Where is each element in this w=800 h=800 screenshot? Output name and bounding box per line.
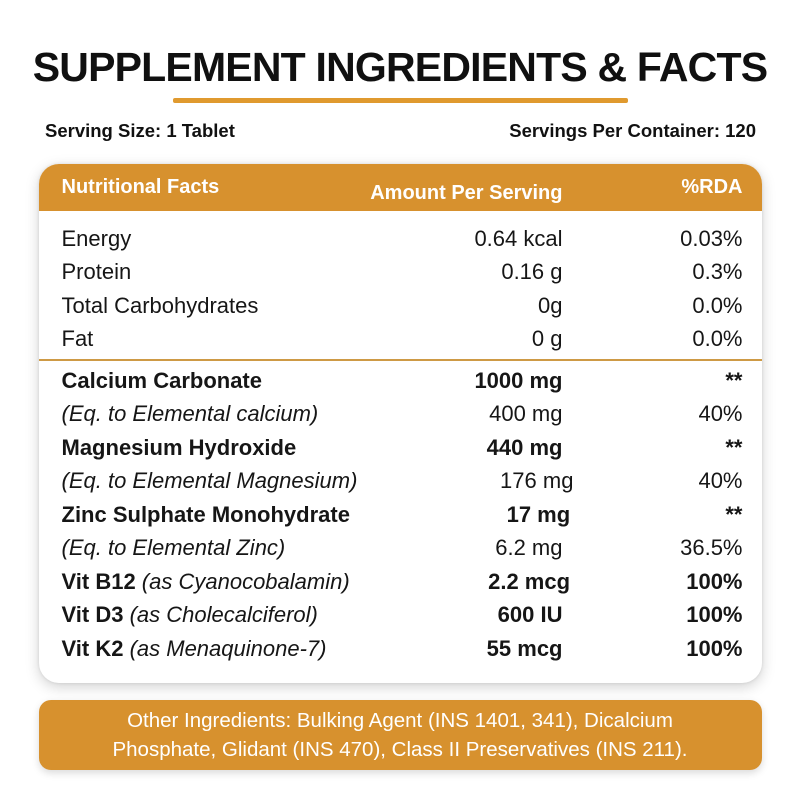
row-label-bold: Zinc Sulphate Monohydrate — [61, 501, 350, 527]
servings-per-container-label: Servings Per Container: 120 — [509, 120, 756, 142]
row-rda: 0.0% — [692, 326, 743, 352]
row-label-italic: (Eq. to Elemental Magnesium) — [61, 468, 358, 494]
row-label-italic: (as Cyanocobalamin) — [135, 568, 350, 594]
row-amount: 400 mg — [489, 401, 563, 427]
table-row: Zinc Sulphate Monohydrate 17 mg ** — [39, 498, 762, 532]
row-label: Magnesium Hydroxide — [62, 435, 333, 461]
row-label: Fat — [62, 326, 333, 352]
row-label: Vit D3 (as Cholecalciferol) — [62, 602, 333, 628]
row-amount: 2.2 mcg — [488, 568, 571, 594]
row-label-italic: (as Cholecalciferol) — [123, 602, 318, 628]
row-amount: 600 IU — [497, 602, 563, 628]
row-label-plain: Energy — [61, 225, 132, 251]
row-label-bold: Magnesium Hydroxide — [61, 434, 297, 460]
header-nutritional-facts: Nutritional Facts — [61, 176, 220, 199]
row-label-bold: Calcium Carbonate — [61, 367, 263, 393]
row-rda: ** — [725, 367, 743, 393]
table-row: Total Carbohydrates 0g 0.0% — [39, 289, 762, 323]
row-amount: 55 mcg — [486, 635, 563, 661]
other-ingredients-box: Other Ingredients: Bulking Agent (INS 14… — [38, 699, 762, 770]
row-label-plain: Fat — [61, 326, 94, 352]
facts-table-header: Nutritional Facts Amount Per Serving %RD… — [38, 164, 762, 212]
row-label: Total Carbohydrates — [62, 293, 333, 319]
row-label-plain: Protein — [61, 259, 132, 285]
header-amount-per-serving: Amount Per Serving — [370, 182, 563, 205]
row-amount: 0.16 g — [501, 259, 563, 285]
row-amount: 6.2 mg — [495, 535, 563, 561]
row-label: Vit K2 (as Menaquinone-7) — [62, 636, 333, 662]
row-rda: 100% — [686, 568, 743, 594]
row-amount: 176 mg — [500, 468, 574, 494]
row-amount: 17 mg — [506, 501, 571, 527]
row-label: Protein — [62, 259, 333, 285]
row-rda: 100% — [686, 635, 743, 661]
table-row: Protein 0.16 g 0.3% — [39, 256, 762, 290]
serving-info-row: Serving Size: 1 Tablet Servings Per Cont… — [45, 120, 756, 142]
row-label-italic: (as Menaquinone-7) — [123, 635, 327, 661]
table-row: Vit B12 (as Cyanocobalamin) 2.2 mcg 100% — [39, 565, 762, 599]
row-rda: 100% — [686, 602, 743, 628]
row-amount: 0 g — [531, 326, 563, 352]
table-row: Fat 0 g 0.0% — [39, 323, 762, 357]
row-amount: 0g — [538, 292, 563, 318]
serving-size-label: Serving Size: 1 Tablet — [45, 120, 235, 142]
table-row: Vit K2 (as Menaquinone-7) 55 mcg 100% — [39, 632, 762, 666]
table-row: Energy 0.64 kcal 0.03% — [39, 222, 762, 256]
row-label: (Eq. to Elemental Zinc) — [62, 535, 333, 561]
row-rda: ** — [725, 434, 743, 460]
row-label: Zinc Sulphate Monohydrate — [62, 502, 350, 528]
row-label-italic: (Eq. to Elemental calcium) — [61, 401, 319, 427]
row-amount: 440 mg — [486, 434, 563, 460]
row-label-plain: Total Carbohydrates — [61, 292, 259, 318]
table-row: Vit D3 (as Cholecalciferol) 600 IU 100% — [39, 599, 762, 633]
row-label-bold: Vit B12 — [61, 568, 136, 594]
row-label: (Eq. to Elemental Magnesium) — [62, 468, 358, 494]
row-rda: ** — [725, 501, 743, 527]
row-label: Energy — [62, 226, 333, 252]
row-label-bold: Vit K2 — [61, 635, 124, 661]
row-rda: 36.5% — [680, 535, 743, 561]
row-label-italic: (Eq. to Elemental Zinc) — [61, 535, 286, 561]
table-row: (Eq. to Elemental Zinc) 6.2 mg 36.5% — [39, 532, 762, 566]
section-divider — [38, 359, 762, 362]
row-rda: 40% — [698, 468, 743, 494]
table-row: (Eq. to Elemental calcium) 400 mg 40% — [39, 398, 762, 432]
row-label: Calcium Carbonate — [62, 368, 333, 394]
table-row: Calcium Carbonate 1000 mg ** — [39, 364, 762, 398]
title-underline — [172, 98, 628, 104]
page-title: SUPPLEMENT INGREDIENTS & FACTS — [32, 44, 768, 90]
nutrition-facts-card: Nutritional Facts Amount Per Serving %RD… — [38, 164, 762, 683]
row-rda: 0.03% — [680, 225, 743, 251]
header-rda: %RDA — [681, 176, 743, 199]
row-label: Vit B12 (as Cyanocobalamin) — [62, 569, 350, 595]
supplement-facts-page: SUPPLEMENT INGREDIENTS & FACTS Serving S… — [0, 44, 800, 800]
row-rda: 0.3% — [692, 259, 743, 285]
row-label-bold: Vit D3 — [61, 602, 124, 628]
row-amount: 1000 mg — [474, 367, 563, 393]
table-row: Magnesium Hydroxide 440 mg ** — [39, 431, 762, 465]
table-row: (Eq. to Elemental Magnesium) 176 mg 40% — [39, 465, 762, 499]
row-label: (Eq. to Elemental calcium) — [62, 401, 333, 427]
row-rda: 0.0% — [692, 292, 743, 318]
row-amount: 0.64 kcal — [474, 225, 563, 251]
row-rda: 40% — [698, 401, 743, 427]
other-ingredients-text: Other Ingredients: Bulking Agent (INS 14… — [112, 708, 688, 761]
facts-table-body: Energy 0.64 kcal 0.03% Protein 0.16 g 0.… — [38, 211, 762, 683]
